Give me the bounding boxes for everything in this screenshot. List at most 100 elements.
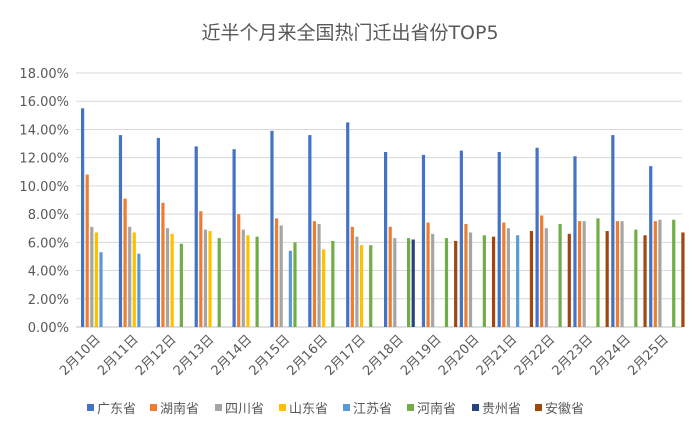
bar xyxy=(620,221,624,327)
bar xyxy=(444,238,449,327)
bar xyxy=(567,233,571,327)
bar xyxy=(331,240,335,327)
bar xyxy=(156,137,160,327)
legend-label: 四川省 xyxy=(225,402,264,417)
legend-swatch xyxy=(215,404,222,411)
bar xyxy=(255,236,259,327)
bar xyxy=(411,239,415,327)
bar xyxy=(85,174,89,327)
bar xyxy=(355,236,359,327)
bar xyxy=(94,232,98,327)
legend-swatch xyxy=(279,404,286,411)
bar xyxy=(350,226,354,327)
bar xyxy=(558,223,562,327)
bar xyxy=(672,219,676,327)
bar xyxy=(161,202,165,327)
bar xyxy=(506,228,511,327)
bar xyxy=(643,235,647,327)
bar xyxy=(544,228,548,327)
legend-swatch xyxy=(87,404,94,411)
bar xyxy=(237,214,241,327)
bar xyxy=(454,240,458,327)
bar xyxy=(288,250,292,327)
bar xyxy=(90,226,94,327)
bars xyxy=(81,108,685,328)
y-tick-label: 6.00% xyxy=(28,236,69,251)
chart-title: 近半个月来全国热门迁出省份TOP5 xyxy=(201,22,498,44)
bar xyxy=(491,236,496,327)
legend-swatch xyxy=(150,404,157,411)
legend-swatch xyxy=(472,404,479,411)
bar xyxy=(582,221,586,327)
legend: 广东省 湖南省 四川省 山东省 江苏省 河南省 贵州省 安徽省 xyxy=(87,401,584,417)
bar xyxy=(468,232,473,327)
y-tick-label: 18.00% xyxy=(19,67,69,82)
bar xyxy=(118,135,123,327)
bar xyxy=(393,238,397,327)
bar xyxy=(170,233,174,327)
y-tick-label: 4.00% xyxy=(28,265,69,280)
legend-label: 贵州省 xyxy=(482,402,521,417)
legend-label: 江苏省 xyxy=(353,401,392,417)
y-tick-label: 8.00% xyxy=(28,208,69,223)
legend-label: 广东省 xyxy=(97,402,136,417)
y-tick-label: 14.00% xyxy=(19,123,69,138)
bar xyxy=(605,231,609,327)
bar xyxy=(459,150,463,327)
bar xyxy=(293,242,297,327)
y-tick-label: 12.00% xyxy=(19,152,69,167)
bar xyxy=(194,146,198,327)
y-tick-label: 16.00% xyxy=(19,95,69,110)
bar xyxy=(312,221,317,327)
bar xyxy=(241,229,245,327)
bar xyxy=(407,238,411,327)
bar xyxy=(611,135,615,327)
bar xyxy=(128,226,132,327)
bar xyxy=(270,130,274,327)
bar xyxy=(132,232,136,327)
bar xyxy=(573,156,577,327)
bar xyxy=(369,245,373,327)
bar xyxy=(279,225,283,327)
bar xyxy=(246,235,250,327)
bar xyxy=(577,221,582,327)
bar xyxy=(540,215,544,327)
bar xyxy=(634,229,638,327)
bar xyxy=(232,149,236,327)
y-tick-label: 10.00% xyxy=(19,180,69,195)
bar xyxy=(384,152,388,327)
bar xyxy=(681,232,685,327)
legend-label: 安徽省 xyxy=(545,402,584,417)
bar xyxy=(482,235,486,327)
bar xyxy=(421,154,426,327)
legend-swatch xyxy=(407,404,414,411)
bar xyxy=(388,226,392,327)
bar xyxy=(649,166,653,327)
bar xyxy=(359,245,364,327)
bar xyxy=(502,222,506,327)
bar xyxy=(179,243,183,327)
bar xyxy=(535,147,539,327)
bar xyxy=(497,152,501,327)
bar xyxy=(137,253,141,327)
bar xyxy=(99,252,103,327)
legend-label: 湖南省 xyxy=(160,401,199,417)
bar xyxy=(346,122,350,327)
legend-label: 山东省 xyxy=(289,402,328,417)
y-tick-label: 2.00% xyxy=(28,293,69,308)
bar xyxy=(199,211,203,327)
y-tick-label: 0.00% xyxy=(28,321,69,336)
bar xyxy=(308,135,312,327)
bar xyxy=(529,231,534,327)
bar xyxy=(123,198,127,327)
bar xyxy=(658,219,662,327)
legend-label: 河南省 xyxy=(417,401,456,417)
bar xyxy=(317,223,321,327)
gridlines xyxy=(76,72,682,328)
bar xyxy=(203,229,208,327)
bar xyxy=(208,231,212,327)
bar xyxy=(322,249,326,327)
bar xyxy=(516,235,520,327)
bar xyxy=(426,222,430,327)
